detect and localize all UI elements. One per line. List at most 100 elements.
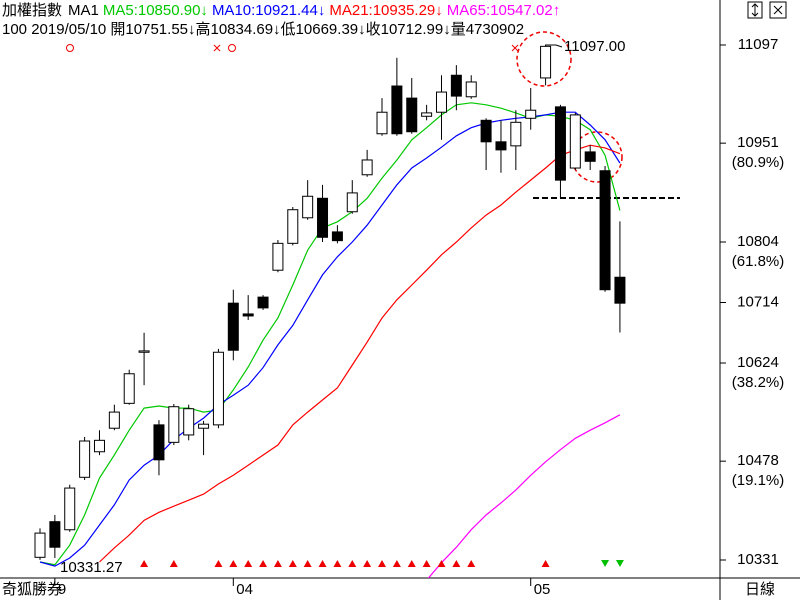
y-tick-label: 10331 [737,551,779,568]
buy-signal [348,560,357,567]
buy-signal [378,560,387,567]
brand: 奇狐勝券 [2,581,62,598]
candle-body [465,81,477,98]
buy-signal [303,560,312,567]
buy-signal [333,560,342,567]
legend-entry: MA21:10935.29↓ [329,2,442,19]
buy-signal [541,560,550,567]
buy-signal [467,560,476,567]
candle-body [123,373,135,404]
candle-body [554,106,566,181]
indicator: MA1 [68,2,99,19]
candle-body [49,521,61,548]
candle-body [34,532,46,558]
candle-body [212,351,224,426]
candle-body [64,487,76,531]
candle-body [93,439,105,453]
candle-body [599,170,611,291]
header-line: 加權指數 MA1 MA5:10850.90↓ MA10:10921.44↓ MA21:1… [2,2,560,19]
sell-signal [615,560,624,567]
buy-signal [169,560,178,567]
candle-body [79,440,91,478]
buy-signal [407,560,416,567]
candle-body [540,45,552,79]
ma-line [427,414,621,578]
annotation-leader [545,44,563,48]
buy-signal [437,560,446,567]
candle-body [317,197,329,238]
highlight-circle [516,31,572,87]
candle-body [302,195,314,219]
buy-signal [244,560,253,567]
candle-body [406,97,418,133]
candle-body [227,302,239,351]
candle-body [272,242,284,271]
candle-body [346,192,358,213]
brand-box [0,580,72,600]
retracement-label: (19.1%) [732,472,785,489]
candle-body [495,141,507,151]
sell-signal [601,560,610,567]
signal-marker [228,44,236,52]
candle-body [450,74,462,97]
candle-body [435,91,447,113]
candle-body [584,151,596,162]
x-tick-label: 05 [534,581,551,598]
y-tick-label: 10624 [737,354,779,371]
ma-line [39,102,621,566]
legend-entry: MA10:10921.44↓ [212,2,325,19]
candle-body [198,423,210,429]
x-tick-label: 9 [58,581,66,598]
buy-signal [422,560,431,567]
candle-body [242,313,254,317]
candle-body [108,411,120,429]
y-tick-label: 10478 [737,452,779,469]
candle-body [480,119,492,143]
candle-body [614,276,626,304]
candle-body [138,350,150,353]
buy-signal [288,560,297,567]
buy-signal [363,560,372,567]
close-icon [773,5,783,15]
ma-line [39,111,621,567]
candle-body [510,121,522,147]
buy-signal [318,560,327,567]
buy-signal [140,560,149,567]
candle-body [391,85,403,135]
candle-body [361,159,373,176]
ma-line [99,144,621,563]
period: 日線 [745,581,775,598]
candle-body [421,112,433,117]
signal-marker [213,44,519,52]
legend-entry: MA65:10547.02↑ [447,2,560,19]
signal-marker [66,44,74,52]
candle-body [183,408,195,436]
annotation: 11097.00 [564,38,625,55]
retracement-label: (61.8%) [732,253,785,270]
scroll-icon [751,3,759,17]
candle-body [376,111,388,135]
candle-body [287,209,299,244]
buy-signal [452,560,461,567]
buy-signal [229,560,238,567]
candle-body [331,231,343,242]
annotation: 10331.27 [60,559,123,576]
y-tick-label: 11097 [738,36,779,53]
y-tick-label: 10714 [737,293,779,310]
y-tick-label: 10951 [737,134,779,151]
x-tick-label: 04 [236,581,253,598]
legend-entry: MA5:10850.90↓ [103,2,208,19]
y-tick-label: 10804 [737,233,779,250]
candle-body [569,114,581,169]
retracement-label: (80.9%) [732,154,785,171]
info-line: 100 2019/05/10 開10751.55↓高10834.69↓低1066… [2,21,524,38]
buy-signal [259,560,268,567]
candle-body [168,406,180,443]
candle-body [257,296,269,309]
buy-signal [392,560,401,567]
buy-signal [273,560,282,567]
buy-signal [214,560,223,567]
title: 加權指數 [2,2,62,19]
retracement-label: (38.2%) [732,374,785,391]
